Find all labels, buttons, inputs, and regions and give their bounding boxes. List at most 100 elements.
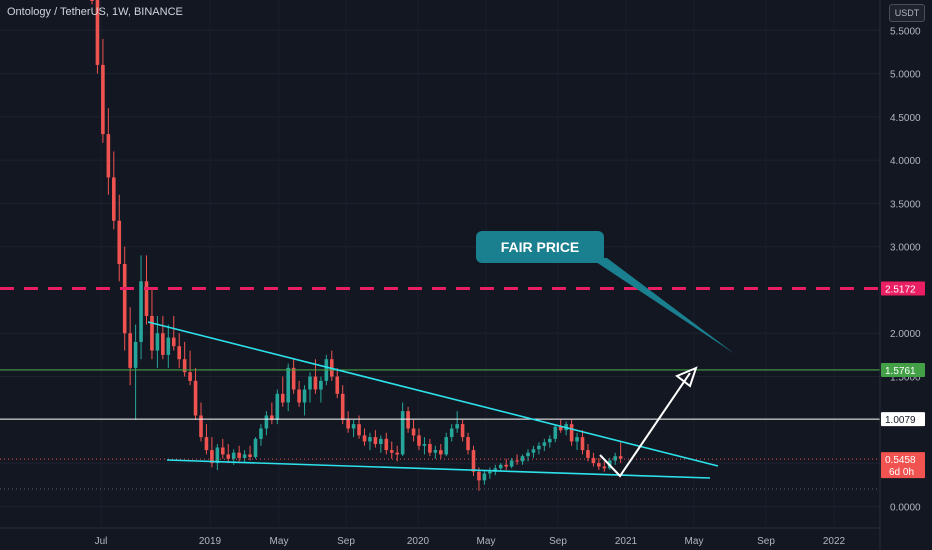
candle-body	[384, 438, 389, 451]
candle-body	[150, 315, 154, 351]
candle	[264, 411, 269, 436]
candle	[482, 470, 487, 485]
horizontal-levels	[0, 286, 880, 490]
candle-body	[346, 419, 350, 429]
candle-body	[351, 424, 356, 429]
price-label-text: 1.0079	[885, 415, 916, 426]
candle	[417, 428, 421, 451]
candle-body	[302, 389, 307, 403]
candle	[411, 419, 416, 442]
candle	[128, 307, 132, 386]
candle-body	[319, 380, 323, 390]
candle-body	[204, 437, 209, 451]
candle	[433, 445, 438, 459]
candle-body	[373, 437, 378, 445]
candle-body	[248, 454, 252, 458]
candle	[362, 428, 367, 446]
price-label-bg	[881, 281, 925, 296]
candle	[477, 467, 481, 491]
candle	[542, 438, 547, 451]
candle	[237, 445, 241, 462]
candle	[618, 441, 623, 464]
candle	[253, 437, 258, 459]
candle-body	[166, 337, 171, 355]
candle	[133, 324, 138, 420]
candle-body	[368, 437, 372, 442]
price-label-text: 2.5172	[885, 284, 916, 295]
currency-selector[interactable]: USDT	[889, 4, 925, 22]
candle-body	[117, 220, 122, 264]
candle-body	[460, 424, 465, 438]
candle	[161, 315, 165, 360]
time-axis: Jul 2019 May Sep 2020 May Sep 2021 May Sep 2022	[0, 527, 880, 547]
candle-body	[591, 457, 596, 464]
candle-body	[340, 393, 345, 420]
candle	[182, 341, 187, 377]
arrow-head	[675, 366, 698, 388]
candle	[575, 432, 579, 451]
x-tick-label: 2022	[823, 536, 846, 547]
candle	[302, 385, 307, 416]
candle	[455, 411, 459, 433]
price-label-bg	[881, 362, 925, 377]
y-tick-label: 4.5000	[890, 113, 921, 124]
countdown-text: 6d 0h	[889, 467, 914, 478]
candle-body	[569, 424, 574, 442]
candle-body	[439, 450, 443, 455]
candle-body	[275, 393, 280, 420]
candle-body	[417, 435, 421, 446]
candle-body	[542, 442, 547, 446]
candle	[400, 402, 405, 457]
candle-body	[515, 460, 519, 462]
candle	[515, 454, 519, 465]
candle	[248, 445, 252, 461]
candle	[597, 457, 601, 471]
candle	[613, 452, 617, 465]
candle-body	[509, 460, 514, 467]
callout-text: FAIR PRICE	[501, 239, 580, 255]
candle	[395, 445, 399, 462]
x-tick-label: May	[685, 536, 704, 547]
candlestick-series	[90, 0, 623, 491]
candle-body	[482, 473, 487, 481]
candle	[520, 454, 525, 465]
candle	[242, 450, 247, 464]
candle-body	[597, 463, 601, 467]
price-label-bg	[881, 412, 925, 427]
candle	[210, 437, 214, 468]
candle	[280, 376, 285, 407]
y-tick-label: 2.0000	[890, 329, 921, 340]
candle	[150, 289, 154, 360]
candle	[384, 432, 389, 455]
candle	[286, 363, 290, 412]
candle-body	[188, 372, 192, 381]
candle-body	[215, 447, 220, 464]
candle-body	[193, 380, 198, 416]
candle-body	[237, 452, 241, 458]
candle	[509, 457, 514, 469]
candle-body	[280, 393, 285, 403]
candle-body	[395, 452, 399, 455]
candle-body	[139, 281, 143, 342]
candle-body	[537, 445, 541, 450]
candle	[373, 430, 378, 448]
candle	[259, 424, 263, 446]
y-tick-label: 1.5000	[890, 373, 921, 384]
y-tick-label: 4.0000	[890, 156, 921, 167]
candle-body	[558, 426, 563, 431]
x-tick-label: Sep	[549, 536, 567, 547]
candle-body	[155, 333, 160, 351]
candle-body	[335, 376, 340, 394]
candle-body	[177, 346, 181, 360]
candle	[602, 461, 607, 472]
price-axis: 5.5000 5.0000 4.5000 4.0000 3.5000 3.0000 2.00…	[879, 0, 925, 550]
candle	[493, 464, 498, 476]
candle-body	[406, 411, 410, 429]
y-tick-label: 5.5000	[890, 26, 921, 37]
candle-body	[226, 454, 231, 459]
candle-body	[433, 450, 438, 453]
candle-body	[613, 456, 617, 461]
x-tick-label: May	[270, 536, 289, 547]
candle-body	[477, 471, 481, 481]
